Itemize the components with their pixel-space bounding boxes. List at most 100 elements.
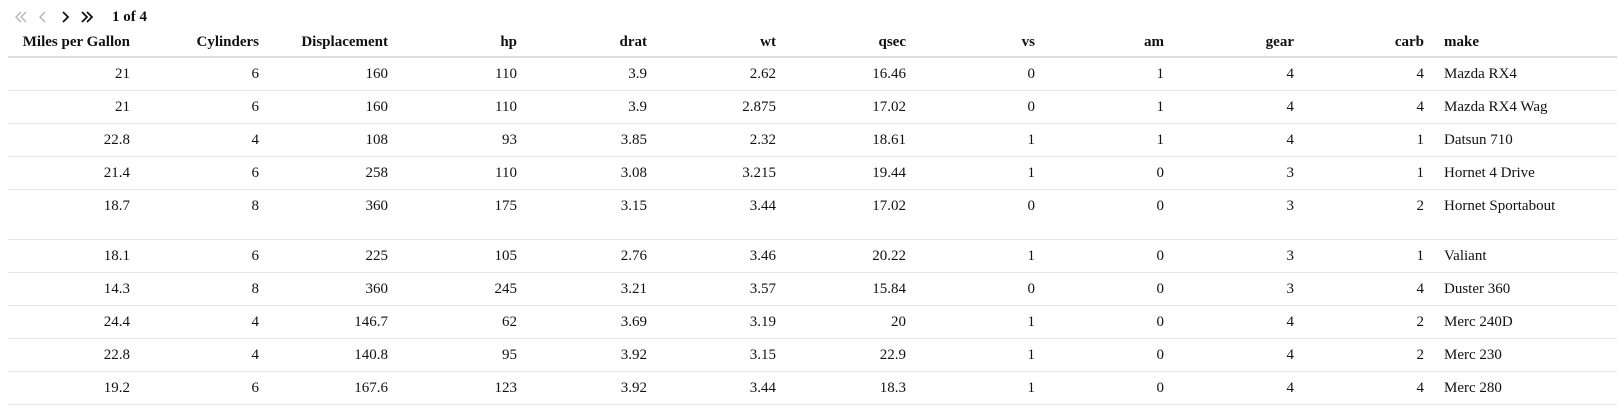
cell-drat: 3.69 (527, 305, 657, 339)
cell-hp: 175 (398, 189, 527, 240)
cell-cylinders: 6 (140, 371, 269, 405)
cell-carb: 2 (1304, 338, 1434, 372)
cell-am: 0 (1045, 305, 1174, 339)
column-header-hp[interactable]: hp (398, 28, 527, 58)
cell-wt: 3.57 (657, 272, 786, 306)
cell-gear: 4 (1174, 305, 1304, 339)
cell-miles-per-gallon: 24.4 (8, 305, 140, 339)
cell-gear: 4 (1174, 123, 1304, 157)
column-header-gear[interactable]: gear (1174, 28, 1304, 58)
column-header-make[interactable]: make (1434, 28, 1617, 58)
cell-wt: 3.15 (657, 338, 786, 372)
table-row: 21 6 160 110 3.9 2.62 16.46 0 1 4 4 Mazda RX4 (8, 57, 1617, 91)
cell-wt: 3.19 (657, 305, 786, 339)
cell-am: 1 (1045, 57, 1174, 91)
cell-miles-per-gallon: 21 (8, 90, 140, 124)
cell-am: 1 (1045, 90, 1174, 124)
double-chevron-left-icon (15, 11, 27, 23)
cell-drat: 2.76 (527, 239, 657, 273)
cell-drat: 3.21 (527, 272, 657, 306)
cell-qsec: 16.46 (786, 57, 916, 91)
cell-qsec: 19.44 (786, 156, 916, 190)
cell-hp: 110 (398, 156, 527, 190)
cell-wt: 2.62 (657, 57, 786, 91)
cell-wt: 3.44 (657, 189, 786, 240)
cell-miles-per-gallon: 22.8 (8, 338, 140, 372)
cell-miles-per-gallon: 18.7 (8, 189, 140, 240)
cell-gear: 3 (1174, 189, 1304, 240)
cell-drat: 3.92 (527, 371, 657, 405)
column-header-cylinders[interactable]: Cylinders (140, 28, 269, 58)
cell-carb: 4 (1304, 371, 1434, 405)
cell-make: Merc 230 (1434, 338, 1617, 372)
column-header-vs[interactable]: vs (916, 28, 1045, 58)
cell-am: 0 (1045, 272, 1174, 306)
cell-cylinders: 4 (140, 123, 269, 157)
previous-page-button[interactable] (32, 7, 54, 27)
table-body: 21 6 160 110 3.9 2.62 16.46 0 1 4 4 Mazda RX4 21 6 160… (8, 57, 1617, 405)
cell-displacement: 108 (269, 123, 398, 157)
chevron-left-icon (39, 11, 46, 23)
data-table: Miles per Gallon Cylinders Displacement hp d… (8, 28, 1617, 405)
cell-miles-per-gallon: 18.1 (8, 239, 140, 273)
cell-make: Merc 280 (1434, 371, 1617, 405)
cell-displacement: 146.7 (269, 305, 398, 339)
page-indicator: 1 of 4 (112, 8, 147, 25)
cell-am: 1 (1045, 123, 1174, 157)
cell-miles-per-gallon: 22.8 (8, 123, 140, 157)
cell-am: 0 (1045, 156, 1174, 190)
cell-hp: 245 (398, 272, 527, 306)
column-header-carb[interactable]: carb (1304, 28, 1434, 58)
column-header-am[interactable]: am (1045, 28, 1174, 58)
column-header-miles-per-gallon[interactable]: Miles per Gallon (8, 28, 140, 58)
column-header-drat[interactable]: drat (527, 28, 657, 58)
cell-drat: 3.92 (527, 338, 657, 372)
cell-displacement: 258 (269, 156, 398, 190)
cell-hp: 110 (398, 90, 527, 124)
cell-carb: 2 (1304, 305, 1434, 339)
cell-carb: 2 (1304, 189, 1434, 240)
cell-carb: 1 (1304, 239, 1434, 273)
cell-carb: 4 (1304, 90, 1434, 124)
cell-displacement: 360 (269, 272, 398, 306)
column-header-displacement[interactable]: Displacement (269, 28, 398, 58)
cell-gear: 3 (1174, 156, 1304, 190)
cell-vs: 1 (916, 156, 1045, 190)
cell-hp: 93 (398, 123, 527, 157)
cell-wt: 2.875 (657, 90, 786, 124)
cell-miles-per-gallon: 19.2 (8, 371, 140, 405)
cell-carb: 1 (1304, 156, 1434, 190)
table-row: 22.8 4 108 93 3.85 2.32 18.61 1 1 4 1 Datsun 710 (8, 123, 1617, 157)
first-page-button[interactable] (10, 7, 32, 27)
cell-am: 0 (1045, 189, 1174, 240)
cell-qsec: 18.61 (786, 123, 916, 157)
cell-qsec: 20.22 (786, 239, 916, 273)
table-row: 19.2 6 167.6 123 3.92 3.44 18.3 1 0 4 4 Merc 280 (8, 371, 1617, 405)
cell-vs: 1 (916, 239, 1045, 273)
cell-hp: 62 (398, 305, 527, 339)
cell-gear: 4 (1174, 338, 1304, 372)
cell-gear: 4 (1174, 371, 1304, 405)
cell-vs: 1 (916, 371, 1045, 405)
cell-qsec: 22.9 (786, 338, 916, 372)
cell-vs: 1 (916, 338, 1045, 372)
cell-make: Hornet Sportabout (1434, 189, 1617, 240)
cell-gear: 4 (1174, 57, 1304, 91)
cell-make: Mazda RX4 (1434, 57, 1617, 91)
cell-qsec: 17.02 (786, 189, 916, 240)
cell-cylinders: 4 (140, 338, 269, 372)
cell-make: Hornet 4 Drive (1434, 156, 1617, 190)
cell-cylinders: 8 (140, 189, 269, 240)
cell-qsec: 18.3 (786, 371, 916, 405)
cell-hp: 105 (398, 239, 527, 273)
cell-am: 0 (1045, 338, 1174, 372)
cell-drat: 3.9 (527, 57, 657, 91)
cell-hp: 95 (398, 338, 527, 372)
column-header-wt[interactable]: wt (657, 28, 786, 58)
pagination-controls: 1 of 4 (10, 6, 147, 28)
cell-cylinders: 6 (140, 239, 269, 273)
last-page-button[interactable] (76, 7, 98, 27)
cell-cylinders: 8 (140, 272, 269, 306)
next-page-button[interactable] (54, 7, 76, 27)
column-header-qsec[interactable]: qsec (786, 28, 916, 58)
